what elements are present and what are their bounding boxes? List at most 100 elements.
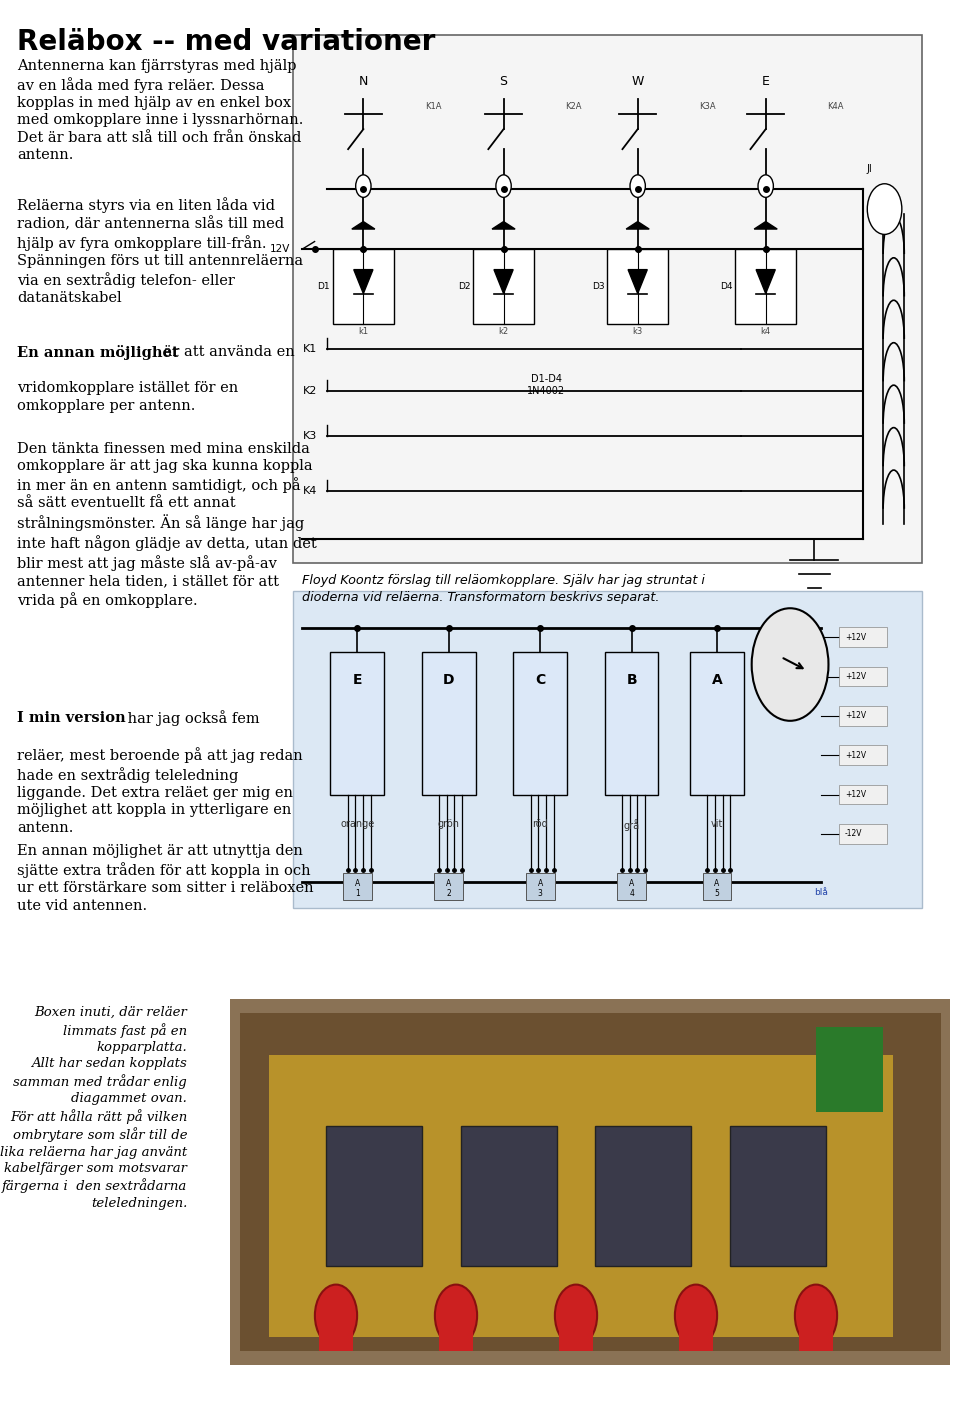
Bar	[608, 249, 668, 324]
Text: E: E	[352, 673, 362, 687]
Text: vit: vit	[710, 819, 723, 829]
Polygon shape	[492, 221, 516, 229]
Text: K3: K3	[302, 432, 317, 442]
Text: A
5: A 5	[714, 879, 720, 898]
Bar	[473, 249, 534, 324]
Text: vridomkopplare istället för en
omkopplare per antenn.: vridomkopplare istället för en omkopplar…	[17, 381, 238, 412]
Polygon shape	[756, 270, 776, 294]
Bar	[434, 874, 463, 900]
Text: Reläbox -- med variationer: Reläbox -- med variationer	[17, 28, 436, 56]
Text: -12V: -12V	[845, 830, 862, 839]
Circle shape	[555, 1285, 597, 1346]
Text: A
4: A 4	[629, 879, 635, 898]
Bar	[559, 1309, 593, 1351]
Text: N: N	[359, 75, 368, 89]
Text: Antennerna kan fjärrstyras med hjälp
av en låda med fyra reläer. Dessa
kopplas i: Antennerna kan fjärrstyras med hjälp av …	[17, 59, 303, 162]
Bar	[816, 1027, 883, 1112]
Circle shape	[752, 608, 828, 720]
Text: Den tänkta finessen med mina enskilda
omkopplare är att jag ska kunna koppla
in : Den tänkta finessen med mina enskilda om…	[17, 442, 317, 608]
Circle shape	[355, 174, 371, 197]
Circle shape	[795, 1285, 837, 1346]
Text: röd: röd	[532, 819, 548, 829]
Bar	[839, 628, 887, 647]
Text: +12V: +12V	[845, 633, 866, 642]
Bar	[293, 35, 922, 563]
Text: reläer, mest beroende på att jag redan
hade en sextrådig teleledning
liggande. D: reläer, mest beroende på att jag redan h…	[17, 747, 303, 834]
Text: är att använda en: är att använda en	[159, 345, 295, 359]
Bar	[343, 874, 372, 900]
Text: k1: k1	[358, 326, 369, 336]
Bar	[330, 653, 384, 795]
Text: Reläerna styrs via en liten låda vid
radion, där antennerna slås till med
hjälp : Reläerna styrs via en liten låda vid rad…	[17, 197, 303, 305]
Bar	[679, 1309, 713, 1351]
Bar	[595, 1126, 691, 1266]
Bar	[240, 1013, 941, 1351]
Polygon shape	[353, 270, 372, 294]
Bar	[461, 1126, 557, 1266]
Text: JI: JI	[867, 165, 873, 174]
Text: K2: K2	[302, 387, 317, 397]
Text: +12V: +12V	[845, 673, 866, 681]
Text: K2A: K2A	[565, 103, 582, 111]
Text: D2: D2	[458, 281, 470, 291]
Text: grå: grå	[624, 819, 639, 830]
Circle shape	[867, 184, 901, 235]
Text: k4: k4	[760, 326, 771, 336]
Text: K3A: K3A	[700, 103, 716, 111]
Text: K4: K4	[302, 487, 317, 497]
Text: +12V: +12V	[845, 791, 866, 799]
Text: En annan möjlighet: En annan möjlighet	[17, 345, 179, 360]
Bar	[839, 825, 887, 844]
Text: S: S	[499, 75, 508, 89]
Circle shape	[435, 1285, 477, 1346]
Text: D3: D3	[591, 281, 605, 291]
Bar	[839, 746, 887, 765]
Text: A
3: A 3	[538, 879, 542, 898]
Text: A
1: A 1	[354, 879, 360, 898]
Text: Boxen inuti, där reläer
limmats fast på en
kopparplatta.
Allt har sedan kopplats: Boxen inuti, där reläer limmats fast på …	[0, 1006, 187, 1210]
Bar	[439, 1309, 473, 1351]
Text: D4: D4	[720, 281, 732, 291]
Bar	[326, 1126, 422, 1266]
Text: orange: orange	[340, 819, 374, 829]
Bar	[333, 249, 394, 324]
Text: D1-D4
1N4002: D1-D4 1N4002	[527, 374, 565, 395]
Text: E: E	[761, 75, 770, 89]
Bar	[421, 653, 475, 795]
Bar	[690, 653, 744, 795]
Circle shape	[315, 1285, 357, 1346]
Bar	[526, 874, 555, 900]
Circle shape	[675, 1285, 717, 1346]
Bar	[839, 785, 887, 805]
Polygon shape	[628, 270, 647, 294]
Bar	[293, 591, 922, 908]
Bar	[703, 874, 732, 900]
Bar	[617, 874, 646, 900]
Circle shape	[758, 174, 774, 197]
Text: En annan möjlighet är att utnyttja den
sjätte extra tråden för att koppla in och: En annan möjlighet är att utnyttja den s…	[17, 844, 314, 913]
Text: D1: D1	[318, 281, 330, 291]
Text: A
2: A 2	[446, 879, 451, 898]
Text: k2: k2	[498, 326, 509, 336]
Bar	[230, 999, 950, 1365]
Text: grön: grön	[438, 819, 460, 829]
Bar	[839, 667, 887, 687]
Bar	[514, 653, 567, 795]
Text: 12V: 12V	[270, 243, 290, 255]
Polygon shape	[494, 270, 514, 294]
Text: K4A: K4A	[828, 103, 844, 111]
Bar	[735, 249, 796, 324]
Bar	[319, 1309, 353, 1351]
Text: D: D	[443, 673, 454, 687]
Text: +12V: +12V	[845, 751, 866, 760]
Bar	[839, 706, 887, 726]
Bar	[605, 653, 659, 795]
Text: K1: K1	[302, 343, 317, 355]
Text: blå: blå	[814, 888, 828, 898]
Text: I min version: I min version	[17, 711, 126, 725]
Text: har jag också fem: har jag också fem	[123, 711, 259, 726]
Bar	[730, 1126, 826, 1266]
Circle shape	[630, 174, 645, 197]
Circle shape	[496, 174, 512, 197]
Text: Floyd Koontz förslag till reläomkopplare. Själv har jag struntat i
dioderna vid : Floyd Koontz förslag till reläomkopplare…	[302, 574, 706, 604]
